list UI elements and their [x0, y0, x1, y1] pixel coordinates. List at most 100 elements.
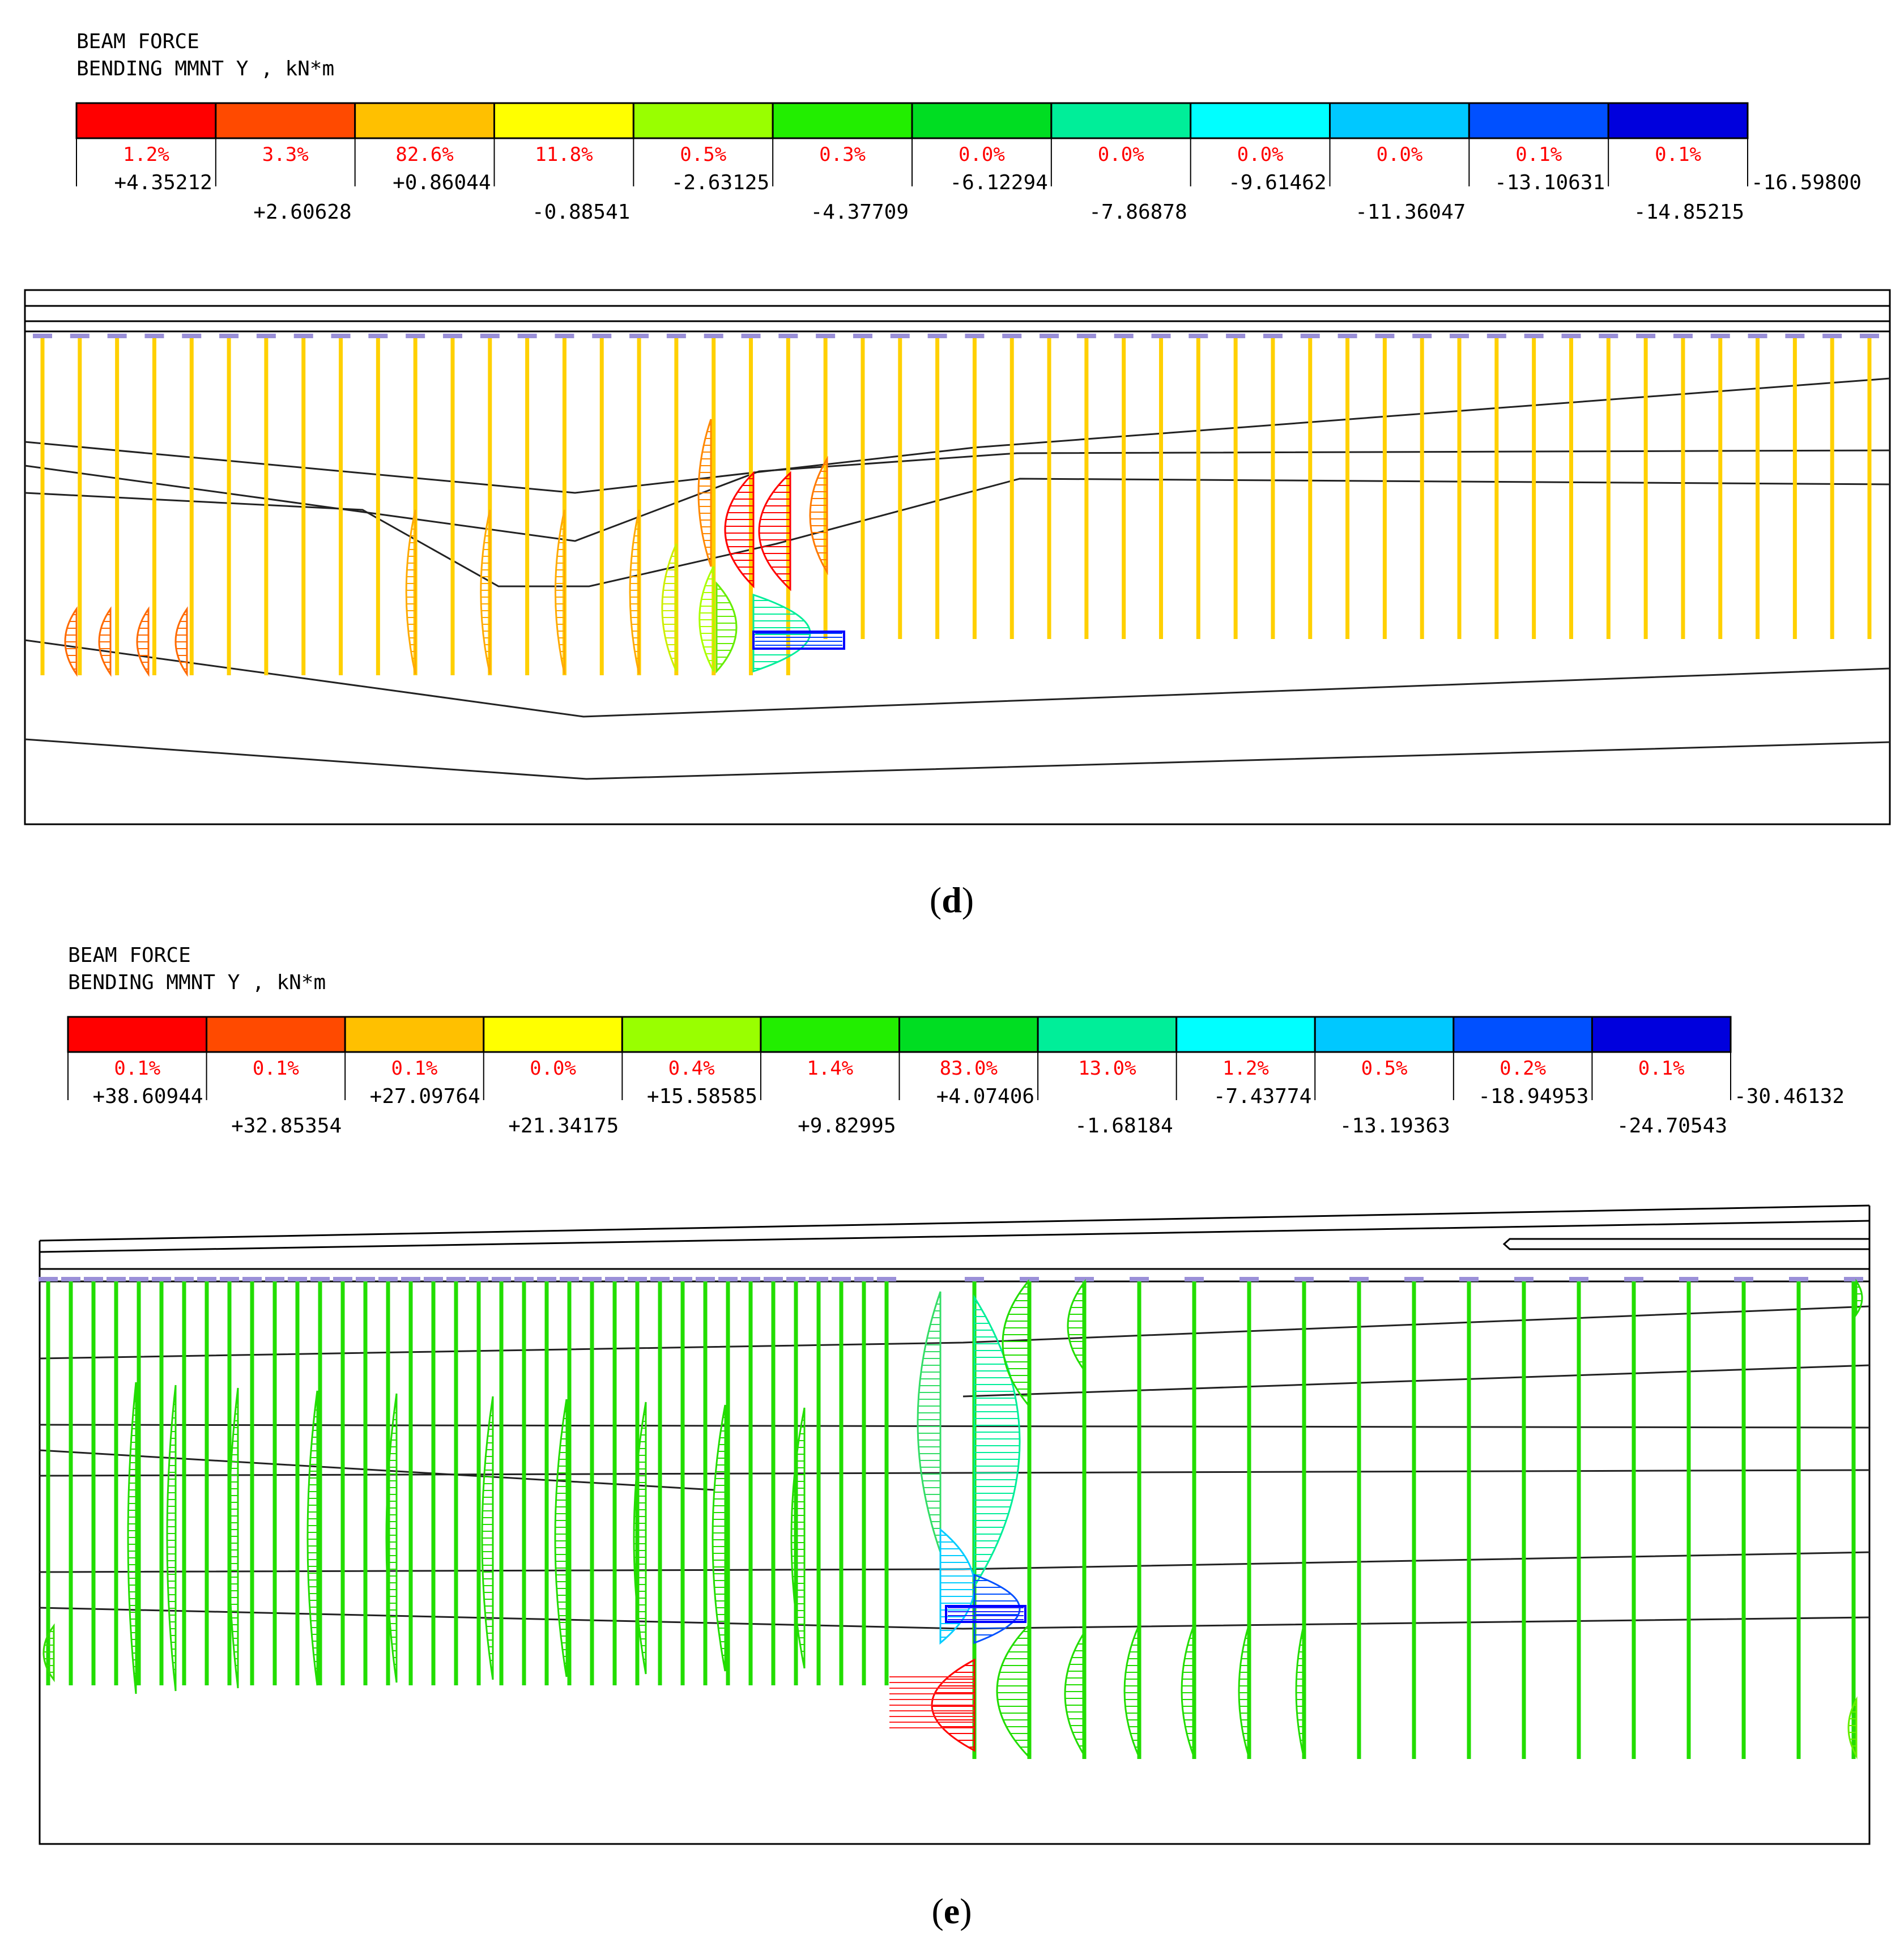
- legend-value: -9.61462: [1228, 171, 1326, 194]
- legend-value: +2.60628: [253, 201, 351, 224]
- moment-bulge: [174, 606, 188, 677]
- pile-cap: [1263, 334, 1283, 338]
- pile-cap: [741, 334, 761, 338]
- panel-e-pile-array: [39, 1277, 1863, 1759]
- pile-cap: [965, 334, 985, 338]
- moment-bulge: [385, 1393, 398, 1683]
- pile-cap: [1349, 1277, 1369, 1281]
- panel-d-pile-array: [33, 334, 1879, 675]
- pile-cap: [890, 334, 910, 338]
- legend-value: +27.09764: [370, 1085, 480, 1108]
- pile-cap: [1599, 334, 1618, 338]
- legend-percent: 11.8%: [535, 143, 593, 166]
- moment-bulge: [712, 1404, 726, 1672]
- moment-bulge: [64, 606, 78, 677]
- legend-value: -13.10631: [1494, 171, 1605, 194]
- legend-value: -6.12294: [949, 171, 1047, 194]
- legend-percent: 0.1%: [391, 1057, 438, 1080]
- panel-e-moment-diagrams: [42, 1279, 1863, 1760]
- panel-e-header-subtitle: BENDING MMNT Y , kN*m: [68, 971, 326, 994]
- pile-cap: [39, 1277, 58, 1281]
- pile-cap: [368, 334, 388, 338]
- pile-cap: [718, 1277, 738, 1281]
- panel-d-soil-strata: [24, 377, 1890, 780]
- moment-bulge: [42, 1623, 55, 1683]
- moment-peak-negative: [752, 631, 845, 650]
- pile-cap: [406, 334, 425, 338]
- moment-bulge: [1064, 1628, 1086, 1760]
- legend-swatch: [1175, 1016, 1316, 1053]
- panel-d-deck-lines: [25, 305, 1890, 333]
- legend-percent: 0.0%: [1376, 143, 1422, 166]
- legend-value: +32.85354: [231, 1114, 342, 1138]
- moment-bulge: [917, 1291, 942, 1553]
- pile-cap: [220, 1277, 239, 1281]
- pile-cap: [356, 1277, 375, 1281]
- pile-cap: [673, 1277, 692, 1281]
- legend-swatch: [483, 1016, 623, 1053]
- legend-value: -2.63125: [671, 171, 769, 194]
- pile-cap: [832, 1277, 851, 1281]
- moment-bulge: [752, 593, 811, 673]
- legend-value: -18.94953: [1478, 1085, 1588, 1108]
- pile-cap: [517, 334, 537, 338]
- legend-swatch: [621, 1016, 762, 1053]
- moment-bulge: [136, 606, 150, 677]
- pile-cap: [560, 1277, 579, 1281]
- legend-percent: 83.0%: [940, 1057, 998, 1080]
- pile-cap: [1624, 1277, 1643, 1281]
- legend-percent: 3.3%: [262, 143, 309, 166]
- pile-cap: [1673, 334, 1693, 338]
- pile-cap: [696, 1277, 715, 1281]
- moment-bulge: [306, 1390, 318, 1686]
- pile-cap: [70, 334, 90, 338]
- pile-cap: [1226, 334, 1246, 338]
- legend-value: +4.35212: [114, 171, 212, 194]
- pile-cap: [877, 1277, 896, 1281]
- pile-cap: [927, 334, 947, 338]
- pile-cap: [1636, 334, 1656, 338]
- pile-cap: [492, 1277, 511, 1281]
- pile-cap: [1076, 334, 1096, 338]
- legend-percent: 0.0%: [959, 143, 1005, 166]
- pile-cap: [704, 334, 723, 338]
- pile-cap: [778, 334, 798, 338]
- legend-percent: 0.1%: [114, 1057, 160, 1080]
- moment-bulge: [1067, 1279, 1086, 1374]
- panel-e-caption: (e): [931, 1891, 972, 1931]
- pile-cap: [1189, 334, 1208, 338]
- pile-cap: [378, 1277, 398, 1281]
- pile-cap: [1789, 1277, 1808, 1281]
- legend-swatch: [75, 102, 217, 139]
- pile-cap: [629, 334, 649, 338]
- panel-d-moment-diagrams: [64, 419, 845, 677]
- moment-bulge: [697, 419, 712, 567]
- pile-cap: [144, 334, 164, 338]
- legend-percent: 0.0%: [1237, 143, 1284, 166]
- panel-d-header-subtitle: BENDING MMNT Y , kN*m: [76, 57, 334, 80]
- legend-swatch: [632, 102, 774, 139]
- pile-cap: [333, 1277, 352, 1281]
- pile-cap: [107, 1277, 126, 1281]
- pile-cap: [152, 1277, 171, 1281]
- moment-bulge: [715, 581, 738, 674]
- pile-cap: [1514, 1277, 1534, 1281]
- legend-swatch: [1190, 102, 1331, 139]
- legend-swatch: [493, 102, 634, 139]
- pile-cap: [1075, 1277, 1094, 1281]
- pile-cap: [424, 1277, 443, 1281]
- legend-value: -13.19363: [1340, 1114, 1450, 1138]
- legend-percent: 0.1%: [1638, 1057, 1685, 1080]
- moment-bulge: [228, 1387, 239, 1689]
- pile-cap: [61, 1277, 80, 1281]
- moment-bulge: [973, 1573, 1021, 1645]
- legend-percent: 82.6%: [395, 143, 453, 166]
- legend-swatch: [344, 1016, 485, 1053]
- legend-value: -30.46132: [1734, 1085, 1845, 1108]
- legend-value: -16.59800: [1751, 171, 1862, 194]
- legend-swatch: [1468, 102, 1609, 139]
- pile-cap: [1860, 334, 1879, 338]
- pile-cap: [129, 1277, 148, 1281]
- pile-cap: [174, 1277, 194, 1281]
- panel-e-header-title: BEAM FORCE: [68, 944, 191, 967]
